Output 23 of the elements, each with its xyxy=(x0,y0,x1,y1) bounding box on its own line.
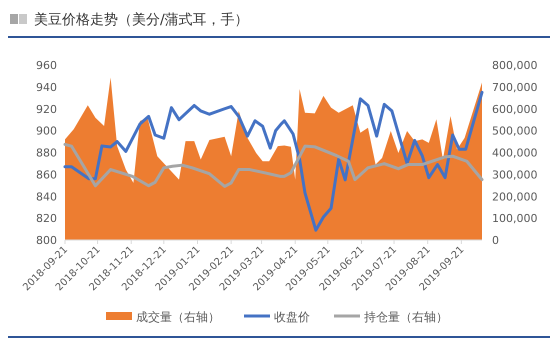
y-tick-label: 840 xyxy=(36,190,57,204)
y-tick-label: 820 xyxy=(36,212,57,226)
y2-tick-label: 700,000 xyxy=(492,80,538,94)
y2-tick-label: 200,000 xyxy=(492,190,538,204)
y2-tick-label: 600,000 xyxy=(492,102,538,116)
y-tick-label: 860 xyxy=(36,168,57,182)
y-tick-label: 920 xyxy=(36,102,57,116)
legend-label: 收盘价 xyxy=(274,310,310,324)
y-tick-label: 880 xyxy=(36,146,57,160)
y-tick-label: 900 xyxy=(36,124,57,138)
chart-title: 美豆价格走势（美分/蒲式耳，手） xyxy=(34,12,249,28)
legend-label: 持仓量（右轴） xyxy=(364,310,448,324)
y2-tick-label: 300,000 xyxy=(492,168,538,182)
legend-label: 成交量（右轴） xyxy=(136,310,220,324)
y2-tick-label: 400,000 xyxy=(492,146,538,160)
y2-tick-label: 100,000 xyxy=(492,212,538,226)
y2-tick-label: 800,000 xyxy=(492,59,538,72)
line-series xyxy=(64,142,484,188)
y-tick-label: 940 xyxy=(36,80,57,94)
y2-tick-label: 0 xyxy=(492,234,499,247)
y-tick-label: 800 xyxy=(36,234,57,247)
y2-tick-label: 500,000 xyxy=(492,124,538,138)
y-tick-label: 960 xyxy=(36,59,57,72)
